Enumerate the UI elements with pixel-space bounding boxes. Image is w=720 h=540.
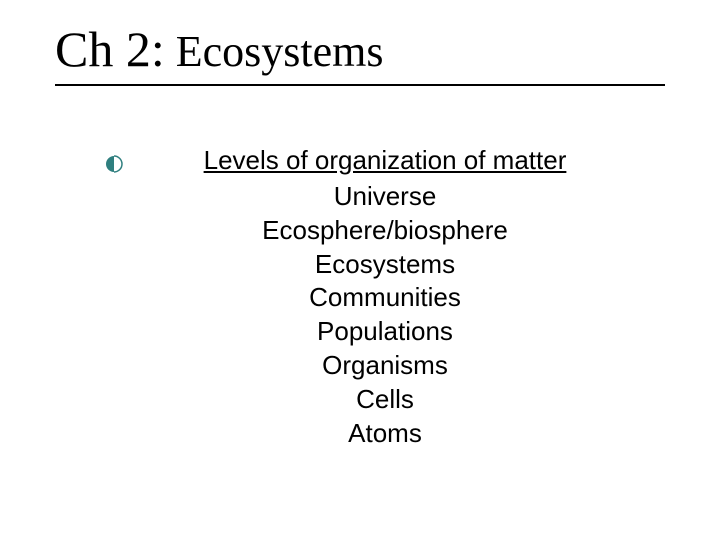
list-item: Ecosystems [140, 248, 630, 282]
list-item: Cells [140, 383, 630, 417]
title-underline-rule [55, 84, 665, 86]
bullet-open-circle-icon [105, 155, 123, 173]
title-suffix: Ecosystems [165, 27, 384, 76]
title-area: Ch 2: Ecosystems [55, 20, 665, 86]
list-item: Atoms [140, 417, 630, 451]
list-item: Ecosphere/biosphere [140, 214, 630, 248]
title-prefix: Ch 2: [55, 21, 165, 77]
slide-title: Ch 2: Ecosystems [55, 20, 665, 78]
list-item: Organisms [140, 349, 630, 383]
list-item: Populations [140, 315, 630, 349]
list-item: Communities [140, 281, 630, 315]
content-block: Levels of organization of matter Univers… [140, 145, 630, 450]
content-subtitle: Levels of organization of matter [140, 145, 630, 176]
list-item: Universe [140, 180, 630, 214]
